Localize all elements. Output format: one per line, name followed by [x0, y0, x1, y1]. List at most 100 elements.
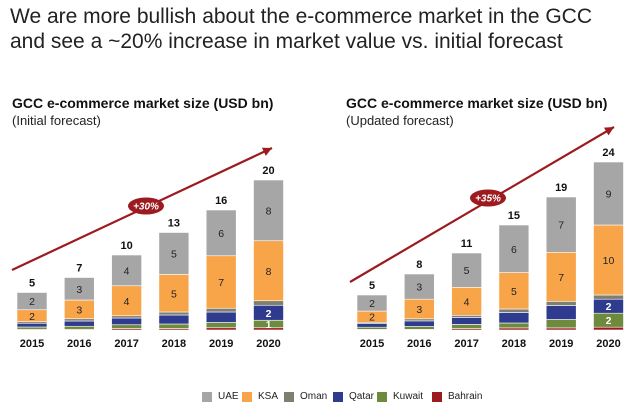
- bar-segment-uae: [111, 254, 142, 287]
- bar-segment-uae: [16, 292, 48, 311]
- bar-segment-oman: [403, 318, 435, 322]
- x-tick-label: 2018: [162, 338, 186, 350]
- headline: We are more bullish about the e-commerce…: [10, 4, 630, 54]
- segment-value-label: 2: [29, 311, 35, 323]
- legend-item-uae: UAE: [202, 391, 239, 402]
- bar-segment-ksa: [498, 272, 530, 310]
- bar-segment-oman: [593, 294, 624, 300]
- bar-segment-kuwait: [498, 322, 530, 329]
- legend-label: UAE: [218, 391, 239, 402]
- segment-value-label: 2: [369, 312, 375, 324]
- bar-segment-ksa: [545, 252, 577, 302]
- bar-segment-oman: [451, 314, 482, 318]
- segment-value-label: 7: [218, 277, 224, 289]
- growth-arrow-head: [261, 147, 272, 156]
- x-tick-label: 2017: [114, 338, 138, 350]
- x-tick-label: 2015: [20, 338, 44, 350]
- segment-value-label: 2: [266, 308, 272, 320]
- segment-value-label: 10: [603, 255, 615, 267]
- x-tick-label: 2019: [549, 338, 573, 350]
- legend-label: KSA: [258, 391, 279, 402]
- legend-item-oman: Oman: [284, 391, 327, 402]
- segment-value-label: 4: [464, 296, 470, 308]
- bar-segment-ksa: [205, 255, 237, 309]
- x-tick-label: 2018: [502, 338, 526, 350]
- bar-segment-oman: [545, 300, 577, 306]
- growth-badge: [128, 197, 164, 215]
- legend-swatch: [242, 391, 252, 402]
- x-tick-label: 2020: [256, 338, 280, 350]
- bar-segment-kuwait: [403, 326, 435, 330]
- segment-value-label: 5: [511, 286, 517, 298]
- bar-segment-uae: [593, 161, 624, 226]
- legend-item-ksa: KSA: [242, 391, 278, 402]
- chart-title-initial: GCC e-commerce market size (USD bn): [12, 95, 274, 111]
- legend-label: Kuwait: [393, 391, 424, 402]
- segment-value-label: 2: [29, 296, 35, 308]
- growth-label: +30%: [133, 202, 159, 213]
- chart-initial-forecast: +30%225201533720164410201755132018761620…: [11, 147, 284, 350]
- bar-segment-uae: [545, 196, 577, 253]
- growth-arrow-head: [603, 127, 614, 136]
- bar-segment-qatar: [498, 312, 530, 324]
- bar-total-label: 19: [555, 182, 567, 194]
- bar-segment-qatar: [545, 305, 577, 320]
- bar-total-label: 15: [508, 210, 520, 222]
- segment-value-label: 4: [124, 265, 130, 277]
- legend-item-bahrain: Bahrain: [432, 391, 482, 402]
- x-tick-label: 2015: [360, 338, 384, 350]
- segment-value-label: 6: [218, 228, 224, 240]
- bar-total-label: 10: [120, 240, 132, 252]
- bar-segment-qatar: [403, 320, 435, 327]
- chart-title-updated: GCC e-commerce market size (USD bn): [346, 95, 608, 111]
- headline-line-1: We are more bullish about the e-commerce…: [10, 5, 593, 28]
- bar-total-label: 20: [262, 165, 274, 177]
- bar-segment-uae: [403, 273, 435, 300]
- bar-total-label: 11: [461, 238, 473, 250]
- segment-value-label: 4: [124, 296, 130, 308]
- legend-label: Bahrain: [448, 391, 483, 402]
- legend-label: Oman: [300, 391, 328, 402]
- segment-value-label: 3: [416, 304, 422, 316]
- legend-label: Qatar: [349, 391, 375, 402]
- x-tick-label: 2020: [596, 338, 620, 350]
- segment-value-label: 3: [76, 304, 82, 316]
- bar-segment-bahrain: [498, 327, 530, 331]
- bar-total-label: 7: [76, 263, 82, 275]
- legend-swatch: [377, 391, 387, 402]
- segment-value-label: 7: [558, 272, 564, 284]
- segment-value-label: 3: [76, 284, 82, 296]
- bar-segment-uae: [498, 224, 530, 273]
- growth-badge: [470, 189, 506, 207]
- bar-segment-ksa: [451, 286, 482, 316]
- bar-segment-kuwait: [356, 326, 388, 330]
- bar-segment-oman: [498, 308, 530, 313]
- segment-value-label: 5: [171, 249, 177, 261]
- x-tick-label: 2016: [407, 338, 431, 350]
- legend-item-kuwait: Kuwait: [377, 391, 423, 402]
- bar-segment-uae: [356, 294, 388, 312]
- segment-value-label: 5: [464, 265, 470, 277]
- segment-value-label: 2: [606, 301, 612, 313]
- bar-segment-ksa: [253, 240, 284, 302]
- segment-value-label: 3: [416, 282, 422, 294]
- segment-value-label: 1: [266, 319, 272, 331]
- bar-total-label: 16: [215, 195, 227, 207]
- bar-segment-uae: [451, 252, 482, 288]
- bar-total-label: 24: [602, 147, 615, 159]
- bar-segment-qatar: [451, 317, 482, 325]
- segment-value-label: 8: [266, 266, 272, 278]
- headline-line-2: and see a ~20% increase in market value …: [10, 30, 563, 53]
- legend-swatch: [432, 391, 442, 402]
- segment-value-label: 6: [511, 244, 517, 256]
- bar-segment-kuwait: [545, 319, 577, 329]
- bar-segment-ksa: [111, 285, 142, 317]
- chart-subtitle-updated: (Updated forecast): [346, 113, 454, 128]
- segment-value-label: 9: [606, 189, 612, 201]
- legend: UAE KSA Oman Qatar Kuwait Bahrain: [0, 391, 640, 407]
- segment-value-label: 5: [171, 288, 177, 300]
- bar-segment-bahrain: [593, 326, 624, 331]
- bar-segment-uae: [158, 232, 190, 275]
- legend-swatch: [202, 391, 212, 402]
- legend-item-qatar: Qatar: [333, 391, 374, 402]
